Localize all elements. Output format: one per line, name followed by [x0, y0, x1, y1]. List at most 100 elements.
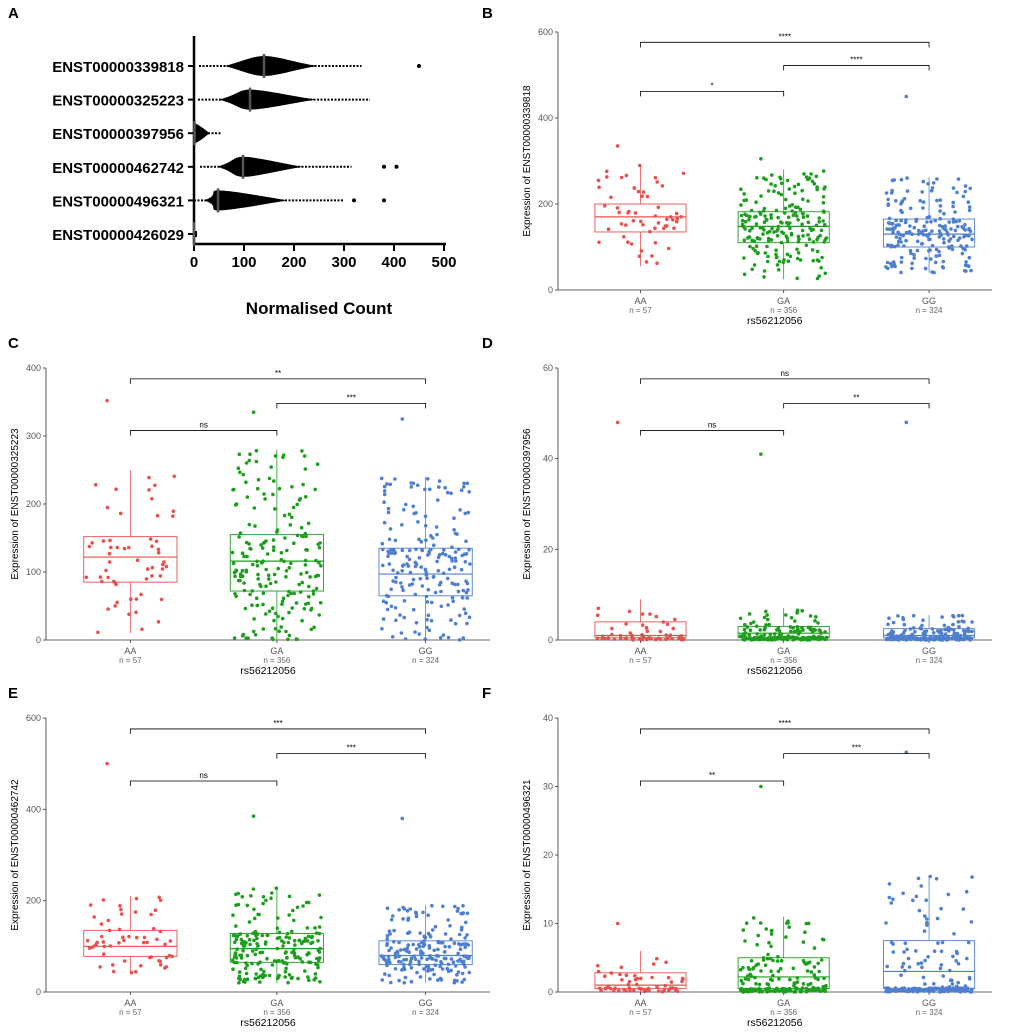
data-point: [808, 614, 813, 618]
data-point: [967, 208, 972, 213]
data-point: [664, 637, 668, 642]
data-point: [127, 612, 131, 616]
data-point: [84, 575, 89, 580]
data-point: [400, 569, 405, 573]
data-point: [949, 227, 953, 231]
data-point: [821, 209, 826, 213]
data-point: [253, 952, 258, 957]
data-point: [231, 561, 236, 566]
data-point: [920, 965, 924, 970]
data-point: [655, 180, 659, 184]
data-point: [930, 229, 934, 233]
data-point: [445, 966, 450, 971]
data-point: [459, 488, 464, 493]
data-point: [386, 594, 391, 599]
data-point: [914, 949, 918, 953]
data-point: [650, 254, 654, 258]
data-point: [453, 621, 458, 626]
data-point: [929, 189, 934, 193]
data-point: [282, 513, 287, 518]
data-point: [801, 982, 806, 986]
data-point: [101, 898, 106, 902]
data-point: [261, 627, 266, 631]
data-point: [956, 620, 961, 624]
data-point: [255, 942, 259, 946]
data-point: [806, 983, 810, 987]
panel-a-category-label: ENST00000339818: [52, 59, 184, 76]
y-tick-label: 0: [548, 635, 553, 645]
x-count-label: n = 57: [119, 656, 142, 665]
data-point: [896, 230, 900, 235]
data-point: [265, 933, 270, 938]
data-point: [407, 583, 412, 587]
data-point: [423, 487, 427, 492]
data-point: [286, 980, 290, 985]
data-point: [890, 264, 894, 269]
data-point: [948, 237, 953, 241]
data-point: [777, 259, 782, 264]
data-point: [941, 259, 946, 264]
data-point: [772, 189, 776, 193]
data-point: [921, 206, 925, 210]
data-point: [933, 218, 937, 223]
data-point: [899, 973, 903, 977]
data-point: [135, 935, 139, 940]
data-point: [894, 218, 898, 223]
data-point: [786, 259, 791, 264]
data-point: [778, 966, 783, 971]
data-point: [281, 596, 286, 600]
y-tick-label: 200: [26, 499, 41, 509]
data-point: [900, 965, 904, 969]
data-point: [942, 241, 946, 245]
data-point: [754, 200, 758, 204]
data-point: [891, 630, 896, 634]
data-point: [629, 242, 634, 246]
significance-bracket-ga-gg: ****: [783, 56, 930, 71]
data-point: [889, 901, 894, 905]
data-point: [963, 228, 967, 232]
data-point: [662, 226, 666, 231]
data-point: [248, 942, 252, 947]
data-point: [952, 615, 956, 619]
data-point: [612, 637, 617, 641]
data-point: [624, 636, 629, 640]
data-point: [776, 215, 780, 220]
data-point: [885, 227, 889, 231]
data-point: [291, 505, 296, 510]
data-point: [295, 905, 300, 910]
significance-label: **: [709, 771, 715, 780]
data-point: [894, 235, 899, 239]
data-point: [747, 235, 752, 239]
data-point: [889, 261, 893, 266]
data-point: [466, 588, 470, 592]
data-point: [665, 622, 670, 626]
data-point: [242, 588, 247, 593]
data-point: [409, 956, 414, 961]
data-point: [308, 575, 312, 579]
data-point: [921, 975, 926, 980]
panel-b-boxplot: B 0 200 400 600 Expression of ENST0000033981…: [482, 5, 992, 327]
data-point: [264, 898, 268, 903]
data-point: [890, 178, 895, 183]
data-point: [925, 917, 929, 921]
significance-label: ns: [199, 421, 207, 430]
data-point: [269, 465, 274, 469]
data-point: [754, 222, 759, 226]
panel-a-x-tick-label: 0: [190, 254, 198, 271]
data-point: [247, 920, 252, 924]
data-point: [447, 567, 452, 572]
data-point: [956, 177, 961, 181]
panel-a-x-tick-label: 500: [431, 254, 456, 271]
data-point: [742, 256, 746, 260]
data-point: [605, 175, 609, 179]
data-point: [925, 220, 929, 224]
panel-a-outlier-point: [352, 198, 356, 203]
box-group-AA: [594, 144, 687, 267]
data-point: [438, 635, 443, 640]
data-point: [283, 975, 288, 979]
data-point: [400, 564, 405, 568]
data-point: [921, 179, 926, 184]
data-point: [674, 988, 678, 992]
data-point: [402, 981, 407, 985]
data-point: [280, 939, 284, 943]
